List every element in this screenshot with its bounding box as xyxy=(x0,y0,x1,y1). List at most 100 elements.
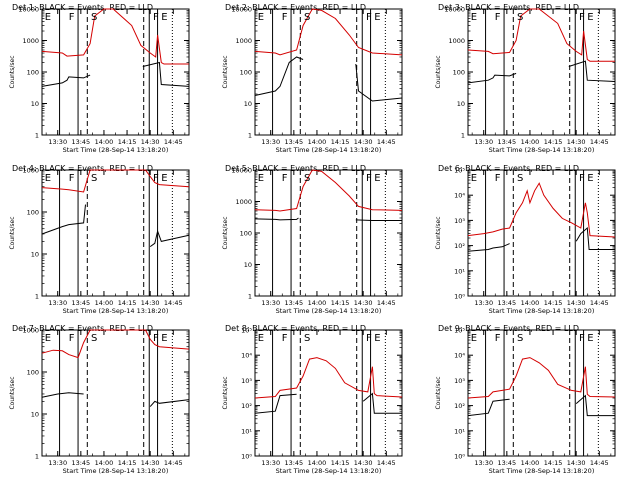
y-tick-label: 10 xyxy=(244,100,252,108)
y-axis-label: Counts/sec xyxy=(9,376,16,409)
marker-letter: F xyxy=(69,333,75,344)
x-tick-label: 14:00 xyxy=(95,299,114,307)
marker-letter: F xyxy=(366,12,372,23)
y-axis-label: Counts/sec xyxy=(9,55,16,88)
marker-letter: S xyxy=(91,333,97,344)
x-tick-label: 14:15 xyxy=(331,299,350,307)
y-axis-label: Counts/sec xyxy=(222,376,229,409)
marker-letter: E xyxy=(374,173,380,184)
y-tick-label: 10² xyxy=(241,402,252,410)
panel-title: Det 5: BLACK = Events, RED = LLD xyxy=(225,164,366,173)
x-tick-label: 14:15 xyxy=(118,459,137,467)
marker-letter: S xyxy=(517,333,523,344)
panel-title: Det 1: BLACK = Events, RED = LLD xyxy=(12,3,153,12)
x-axis-label: Start Time (28-Sep-14 13:18:20) xyxy=(276,307,382,315)
panel-title: Det 9: BLACK = Events, RED = LLD xyxy=(438,324,579,333)
marker-letter: S xyxy=(304,12,310,23)
y-tick-label: 10⁴ xyxy=(454,192,465,200)
x-axis-label: Start Time (28-Sep-14 13:18:20) xyxy=(63,146,169,154)
x-tick-label: 14:45 xyxy=(164,459,183,467)
plot-frame xyxy=(467,8,616,136)
x-tick-label: 14:45 xyxy=(164,138,183,146)
y-tick-label: 10000 xyxy=(18,6,39,14)
y-axis-label: Counts/sec xyxy=(222,216,229,249)
y-tick-label: 10³ xyxy=(454,377,465,385)
series-line-lld xyxy=(467,8,615,62)
x-tick-label: 13:30 xyxy=(474,138,493,146)
y-tick-label: 100 xyxy=(27,369,39,377)
x-tick-label: 13:30 xyxy=(261,138,280,146)
x-tick-label: 14:00 xyxy=(521,299,540,307)
marker-letter: E xyxy=(374,333,380,344)
y-axis-label: Counts/sec xyxy=(435,376,442,409)
series-line-lld xyxy=(254,357,403,399)
x-tick-label: 14:30 xyxy=(567,299,586,307)
series-line-lld xyxy=(467,182,616,238)
marker-letter: F xyxy=(579,173,585,184)
x-tick-label: 13:45 xyxy=(284,459,303,467)
x-tick-label: 14:45 xyxy=(377,459,396,467)
panel-det-1: Det 1: BLACK = Events, RED = LLD 1 10 100 10… xyxy=(9,3,190,154)
plot-frame xyxy=(254,8,403,136)
x-tick-label: 14:00 xyxy=(95,138,114,146)
y-axis-label: Counts/sec xyxy=(435,216,442,249)
marker-letter: E xyxy=(471,173,477,184)
x-tick-label: 14:30 xyxy=(354,138,373,146)
y-tick-label: 1 xyxy=(248,293,252,301)
panel-title: Det 4: BLACK = Events, RED = LLD xyxy=(12,164,153,173)
x-tick-label: 13:45 xyxy=(71,138,90,146)
x-tick-label: 14:15 xyxy=(118,138,137,146)
y-tick-label: 100 xyxy=(27,209,39,217)
x-axis-label: Start Time (28-Sep-14 13:18:20) xyxy=(63,467,169,475)
y-tick-label: 10³ xyxy=(241,377,252,385)
panel-title: Det 8: BLACK = Events, RED = LLD xyxy=(225,324,366,333)
y-tick-label: 1000 xyxy=(22,327,39,335)
marker-letter: E xyxy=(587,173,593,184)
y-tick-label: 10⁴ xyxy=(241,352,252,360)
marker-letter: E xyxy=(374,12,380,23)
plot-frame xyxy=(254,169,403,297)
y-tick-label: 1 xyxy=(461,132,465,140)
marker-letter: F xyxy=(366,333,372,344)
x-axis-label: Start Time (28-Sep-14 13:18:20) xyxy=(276,146,382,154)
y-tick-label: 1 xyxy=(35,293,39,301)
x-tick-label: 14:30 xyxy=(567,138,586,146)
marker-letter: E xyxy=(471,12,477,23)
marker-letter: S xyxy=(517,173,523,184)
marker-letter: E xyxy=(587,12,593,23)
y-tick-label: 10⁵ xyxy=(454,167,465,175)
series-line-lld xyxy=(254,169,403,212)
y-axis-label: Counts/sec xyxy=(222,55,229,88)
y-tick-label: 10000 xyxy=(444,6,465,14)
panel-det-9: Det 9: BLACK = Events, RED = LLD 10⁰ 10¹ 10… xyxy=(435,324,616,475)
x-tick-label: 14:00 xyxy=(308,138,327,146)
y-tick-label: 1000 xyxy=(22,167,39,175)
y-tick-label: 10000 xyxy=(231,6,252,14)
x-tick-label: 14:15 xyxy=(331,138,350,146)
y-tick-label: 10² xyxy=(454,242,465,250)
x-tick-label: 14:15 xyxy=(544,138,563,146)
panel-det-4: Det 4: BLACK = Events, RED = LLD 1 10 100 10… xyxy=(9,164,190,315)
x-tick-label: 14:30 xyxy=(354,299,373,307)
x-tick-label: 13:30 xyxy=(474,299,493,307)
y-tick-label: 1000 xyxy=(235,198,252,206)
marker-letter: E xyxy=(161,12,167,23)
y-tick-label: 10 xyxy=(31,251,39,259)
y-tick-label: 10¹ xyxy=(454,267,465,275)
series-line-events xyxy=(467,394,615,417)
x-tick-label: 14:15 xyxy=(544,459,563,467)
y-tick-label: 10 xyxy=(457,100,465,108)
x-tick-label: 14:45 xyxy=(590,459,609,467)
series-line-events xyxy=(254,56,403,102)
x-tick-label: 13:45 xyxy=(284,299,303,307)
y-tick-label: 1000 xyxy=(235,37,252,45)
x-tick-label: 14:45 xyxy=(377,299,396,307)
x-tick-label: 14:00 xyxy=(308,459,327,467)
y-tick-label: 100 xyxy=(453,69,465,77)
panel-det-3: Det 3: BLACK = Events, RED = LLD 1 10 100 10… xyxy=(435,3,616,154)
x-tick-label: 14:00 xyxy=(308,299,327,307)
y-tick-label: 10¹ xyxy=(454,427,465,435)
marker-letter: F xyxy=(579,12,585,23)
y-tick-label: 10³ xyxy=(454,217,465,225)
